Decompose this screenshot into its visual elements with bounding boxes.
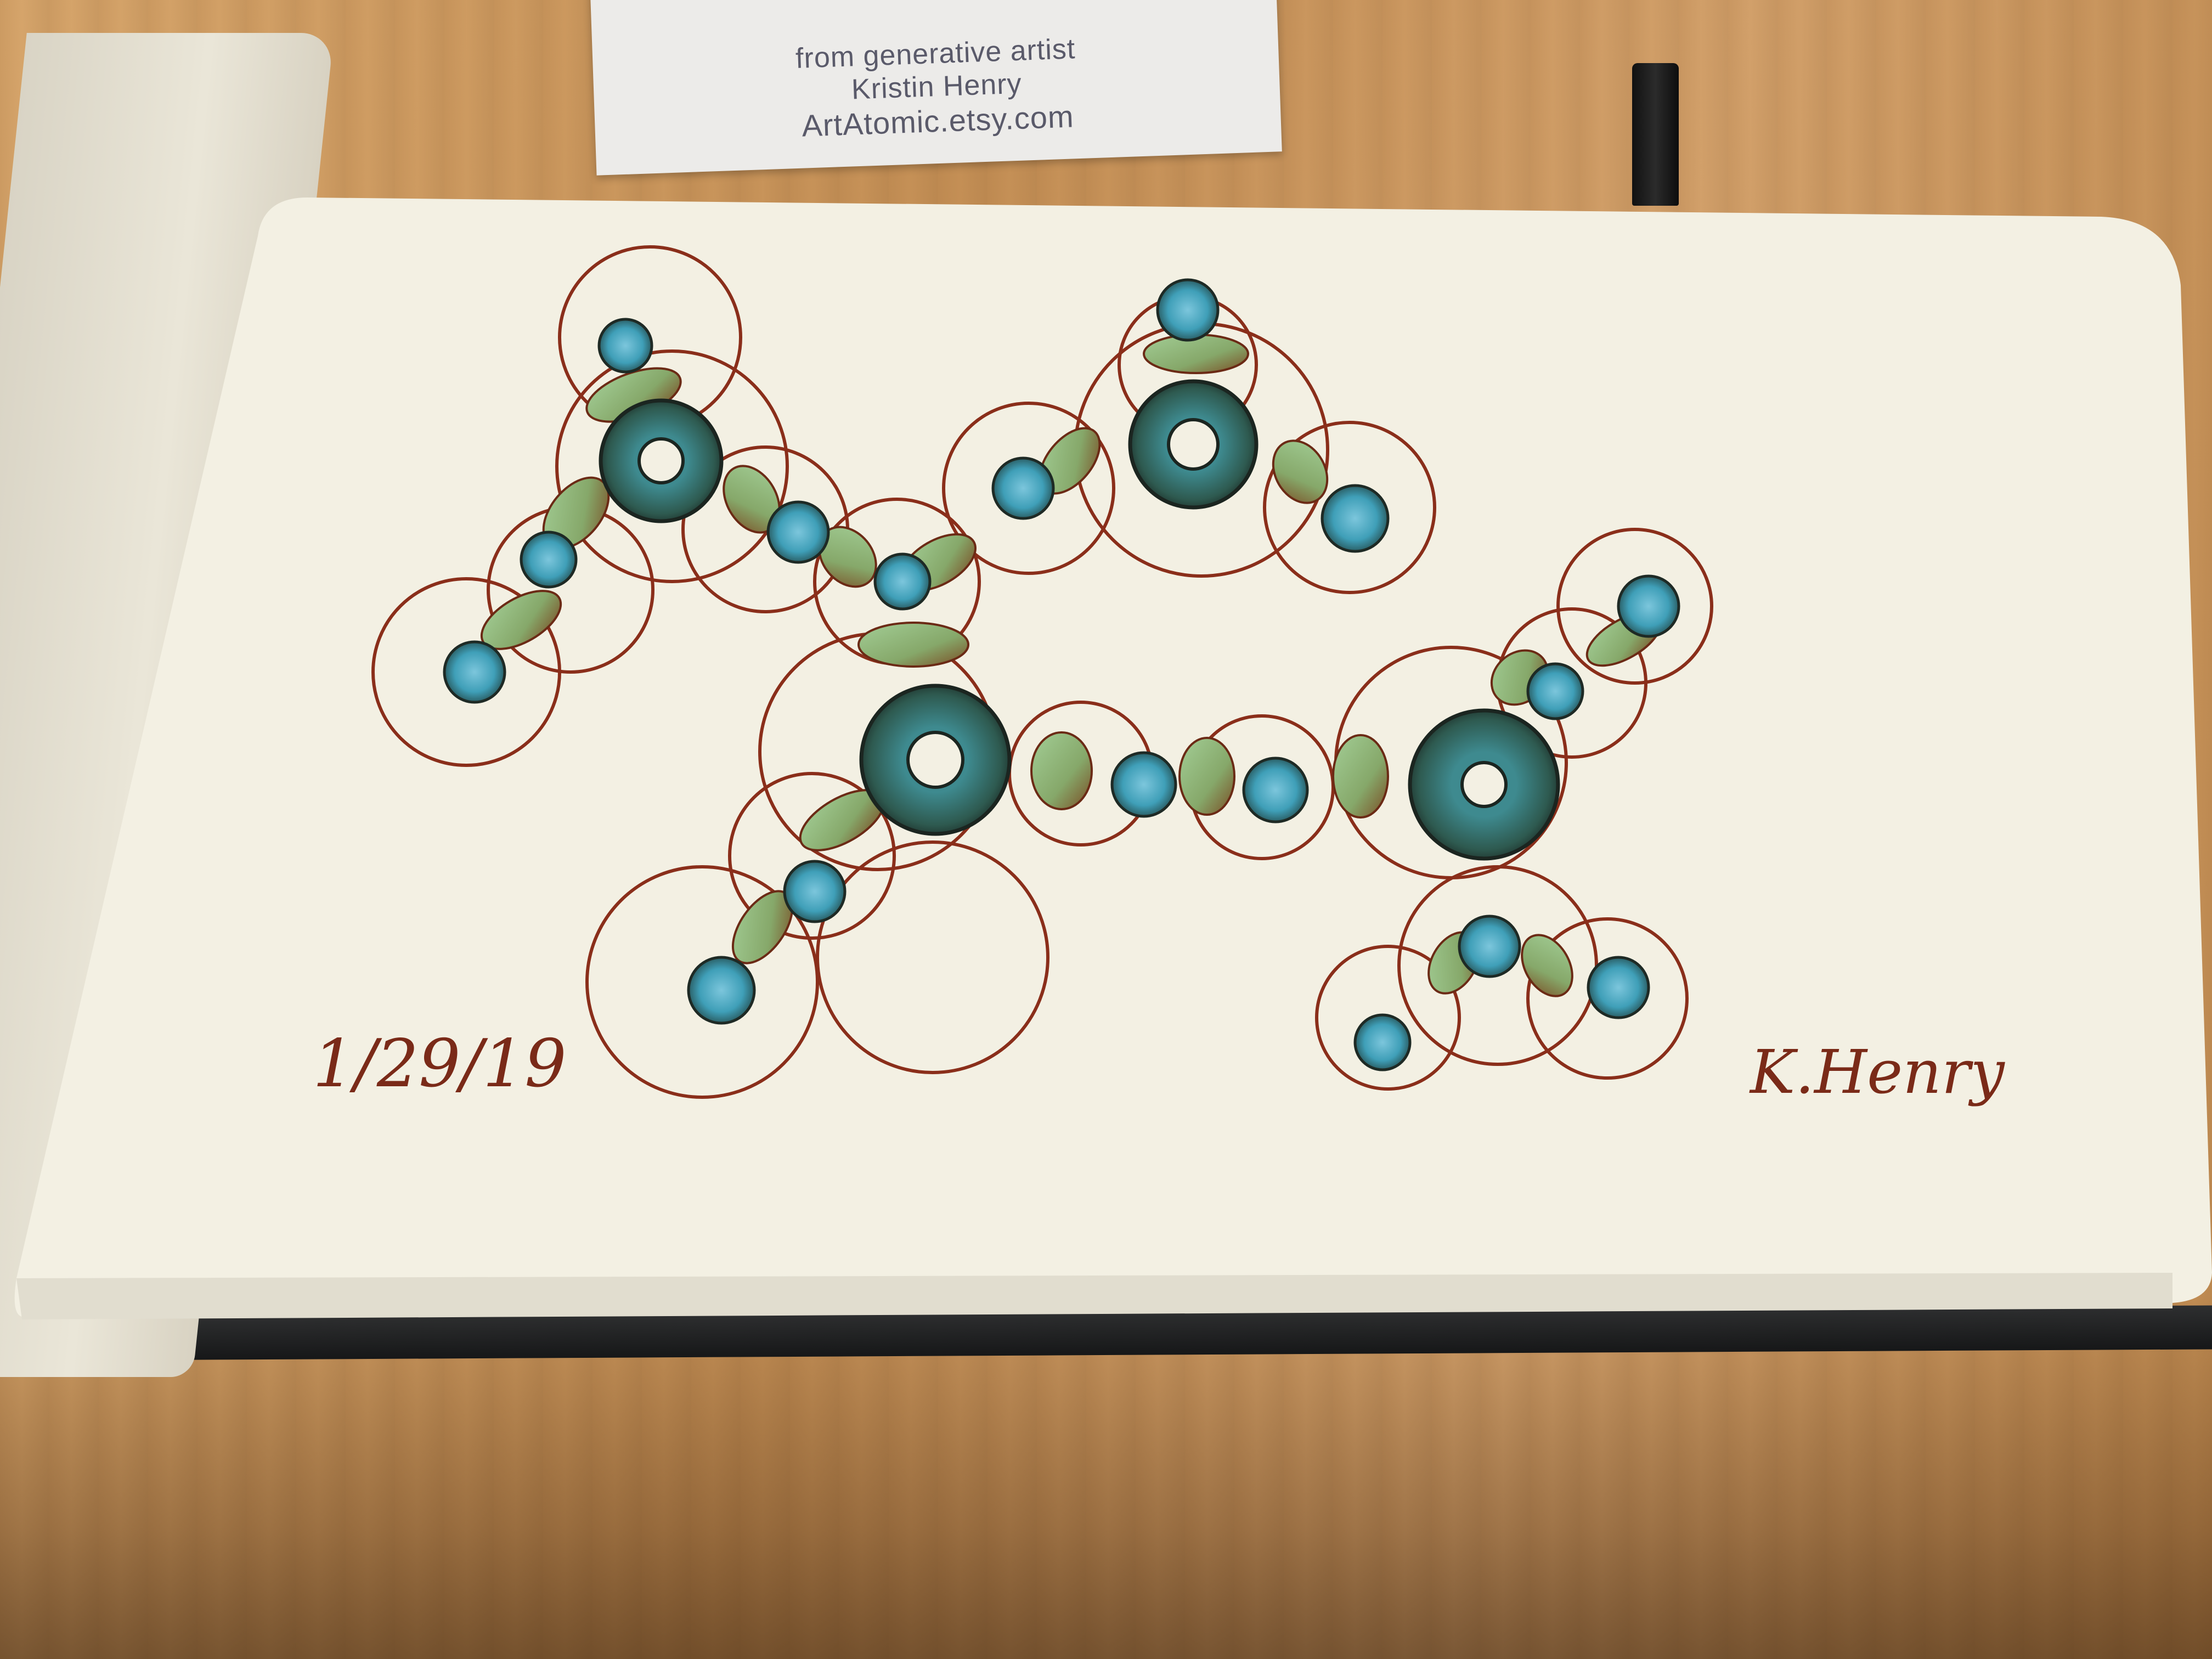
teal-dot (1587, 956, 1650, 1019)
teal-dot (783, 860, 847, 923)
teal-dot (1156, 278, 1220, 342)
teal-dot (1526, 662, 1584, 720)
outline-ring (728, 772, 896, 940)
molecule-drawing (371, 245, 1713, 1099)
donut-hole (1460, 761, 1508, 808)
teal-dot (1458, 915, 1521, 978)
outline-ring (816, 840, 1049, 1074)
marker-icon (1632, 63, 1679, 206)
outline-ring (1315, 945, 1461, 1091)
donut-hole (1167, 418, 1220, 471)
leaf-shape (857, 622, 969, 668)
sketch-date: 1/29/19 (313, 1026, 567, 1102)
outline-ring (1263, 421, 1436, 594)
page-edge (16, 1273, 2172, 1319)
teal-dot (597, 318, 653, 374)
outline-ring (1526, 917, 1689, 1080)
leaf-shape (1332, 734, 1389, 819)
outline-ring (1556, 528, 1713, 685)
leaf-shape (1521, 934, 1573, 997)
outline-ring (942, 402, 1115, 575)
teal-dot (1321, 484, 1390, 553)
teal-dot (991, 456, 1055, 520)
paper (14, 198, 2212, 1317)
teal-dot (443, 640, 506, 704)
teal-dot (520, 531, 578, 589)
outline-ring (585, 865, 819, 1099)
leaf-shape (1272, 439, 1329, 504)
teal-dot (873, 552, 932, 611)
donut-hole (637, 437, 685, 484)
sketch-signature: K.Henry (1750, 1037, 2005, 1107)
teal-dot (1242, 757, 1309, 823)
teal-dot (1617, 574, 1680, 638)
leaf-shape (1030, 731, 1093, 810)
outline-ring (555, 349, 789, 583)
donut-hole (906, 731, 964, 789)
leaf-shape (1178, 737, 1235, 816)
teal-dot (1110, 751, 1177, 818)
teal-dot (766, 500, 830, 564)
teal-dot (687, 956, 756, 1025)
teal-dot (1353, 1013, 1412, 1071)
